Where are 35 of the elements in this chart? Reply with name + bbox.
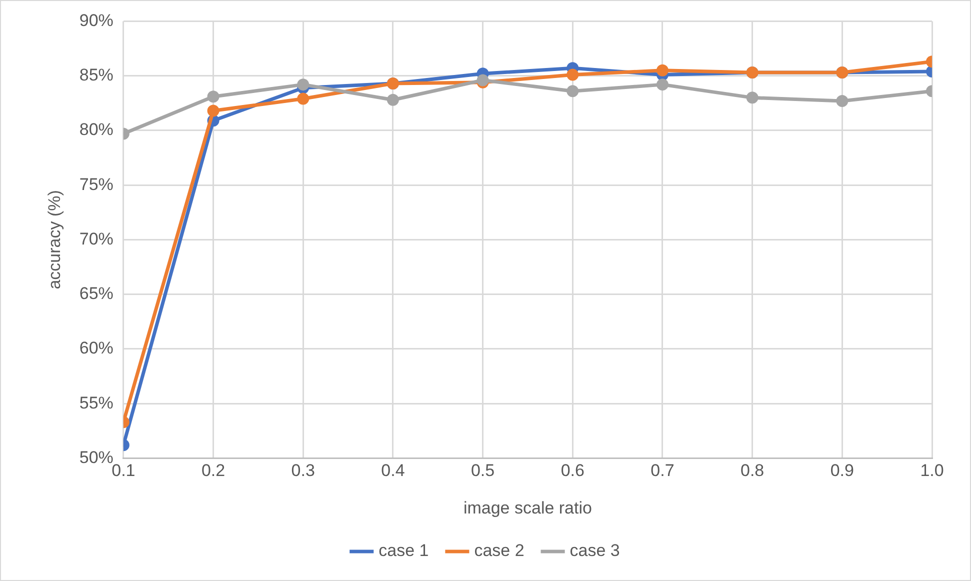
x-tick-label: 1.0 bbox=[920, 461, 944, 480]
x-tick-label: 0.8 bbox=[740, 461, 764, 480]
y-tick-label: 80% bbox=[79, 120, 114, 140]
y-tick-label: 50% bbox=[79, 448, 114, 467]
y-tick-label: 60% bbox=[79, 338, 114, 358]
point bbox=[297, 78, 310, 91]
point bbox=[207, 90, 220, 103]
legend-label: case 1 bbox=[378, 541, 429, 560]
x-tick-label: 0.9 bbox=[830, 461, 854, 480]
point bbox=[566, 85, 579, 98]
x-tick-label: 0.7 bbox=[650, 461, 674, 480]
y-tick-label: 85% bbox=[79, 66, 114, 85]
x-tick-label: 0.3 bbox=[291, 461, 315, 480]
x-tick-label: 0.5 bbox=[470, 461, 495, 480]
x-tick-label: 0.4 bbox=[381, 461, 405, 480]
y-tick-label: 75% bbox=[79, 174, 114, 194]
point bbox=[836, 94, 848, 107]
point bbox=[746, 92, 758, 104]
x-tick-label: 0.6 bbox=[560, 461, 584, 480]
point bbox=[656, 78, 668, 91]
legend-label: case 2 bbox=[474, 541, 524, 560]
y-tick-label: 90% bbox=[79, 10, 114, 30]
y-tick-label: 55% bbox=[79, 393, 114, 412]
x-axis-title: image scale ratio bbox=[463, 498, 592, 518]
point bbox=[207, 104, 220, 117]
legend-label: case 3 bbox=[570, 541, 620, 560]
y-tick-label: 70% bbox=[79, 229, 114, 248]
point bbox=[656, 64, 668, 76]
point bbox=[566, 68, 579, 81]
y-axis-title: accuracy (%) bbox=[44, 190, 64, 290]
x-tick-label: 0.1 bbox=[112, 461, 136, 480]
y-tick-label: 65% bbox=[79, 284, 114, 304]
point bbox=[386, 94, 399, 106]
x-tick-label: 0.2 bbox=[201, 461, 226, 480]
point bbox=[297, 92, 310, 105]
